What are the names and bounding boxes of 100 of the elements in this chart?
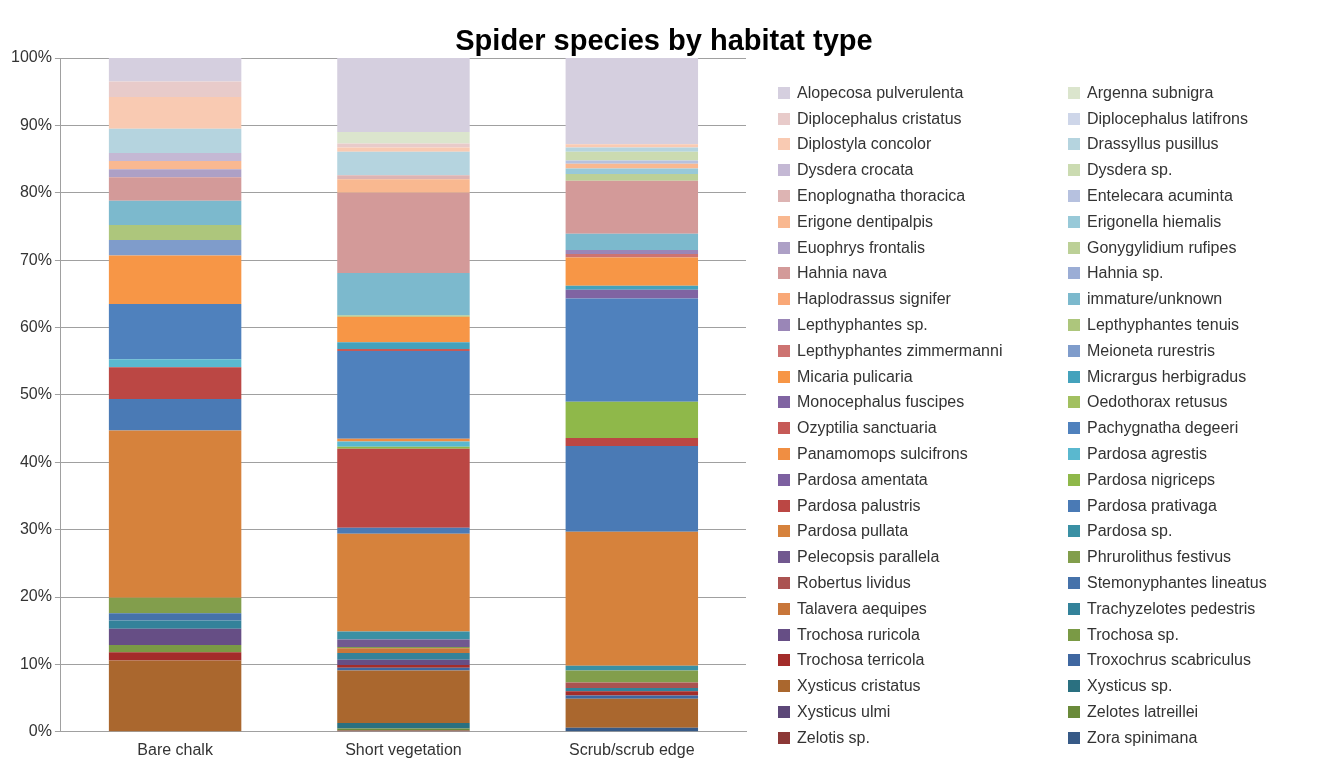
- legend-label: Lepthyphantes tenuis: [1087, 316, 1240, 335]
- bar: [337, 652, 470, 660]
- legend-label: Talavera aequipes: [797, 599, 927, 618]
- bar: [565, 168, 699, 174]
- bar: [565, 163, 699, 169]
- bar: [108, 153, 242, 162]
- bar: [337, 175, 470, 180]
- legend-label: Euophrys frontalis: [797, 238, 926, 257]
- bar: [108, 225, 242, 240]
- bar: [337, 132, 470, 144]
- legend-label: Pelecopsis parallela: [797, 548, 940, 567]
- legend-label: Stemonyphantes lineatus: [1087, 574, 1267, 593]
- bar: [337, 527, 470, 534]
- bar: [108, 398, 242, 431]
- bar: [565, 250, 699, 255]
- bar: [337, 441, 470, 447]
- legend-label: Pardosa palustris: [797, 496, 921, 515]
- legend-label: Pardosa agrestis: [1087, 445, 1208, 464]
- bar: [565, 285, 699, 290]
- bar: [337, 342, 470, 350]
- legend-label: Diplocephalus cristatus: [797, 109, 962, 128]
- y-tick-label: 30%: [19, 520, 52, 538]
- legend-label: Alopecosa pulverulenta: [797, 83, 964, 102]
- y-tick-label: 70%: [19, 250, 52, 268]
- bar: [108, 652, 242, 661]
- bar: [108, 660, 242, 732]
- x-tick-label: Bare chalk: [137, 740, 214, 758]
- bar: [337, 448, 470, 528]
- bar: [337, 639, 470, 647]
- bar: [108, 255, 242, 304]
- bar: [565, 446, 699, 532]
- bar: [337, 670, 470, 724]
- bar: [565, 438, 699, 447]
- legend-label: Hahnia nava: [797, 264, 887, 283]
- bar: [337, 349, 470, 352]
- bar: [565, 691, 699, 696]
- legend-label: Pardosa amentata: [797, 470, 928, 489]
- bar: [108, 613, 242, 621]
- legend-label: Troxochrus scabriculus: [1087, 651, 1251, 670]
- y-tick-label: 80%: [19, 183, 52, 201]
- bar: [337, 316, 470, 343]
- bar: [337, 58, 470, 133]
- bar: [565, 289, 699, 299]
- bar: [108, 597, 242, 614]
- legend-label: Robertus lividus: [797, 574, 911, 593]
- bar: [565, 58, 699, 145]
- y-tick-label: 90%: [19, 115, 52, 133]
- bar: [565, 147, 699, 152]
- legend-label: Xysticus sp.: [1087, 677, 1173, 696]
- bar: [565, 670, 699, 683]
- bar: [108, 430, 242, 598]
- legend-label: immature/unknown: [1087, 290, 1223, 309]
- legend-label: Xysticus ulmi: [797, 703, 891, 722]
- legend-label: Haplodrassus signifer: [797, 290, 951, 309]
- y-tick-label: 10%: [19, 654, 52, 672]
- legend-label: Drassyllus pusillus: [1087, 135, 1219, 154]
- legend-label: Pardosa prativaga: [1087, 496, 1217, 515]
- legend-label: Xysticus cristatus: [797, 677, 921, 696]
- bar: [565, 682, 699, 688]
- bar: [337, 151, 470, 176]
- bar: [108, 367, 242, 399]
- y-tick-label: 40%: [19, 452, 52, 470]
- bar: [337, 351, 470, 439]
- legend-label: Trochosa sp.: [1087, 625, 1179, 644]
- bar: [108, 359, 242, 368]
- legend-label: Entelecara acuminta: [1087, 187, 1233, 206]
- bar: [337, 147, 470, 152]
- legend-label: Zelotis sp.: [797, 728, 870, 747]
- y-tick-label: 100%: [11, 48, 52, 66]
- bar: [108, 239, 242, 256]
- legend-label: Dysdera crocata: [797, 161, 914, 180]
- bar: [565, 698, 699, 728]
- legend-label: Panamomops sulcifrons: [797, 445, 968, 464]
- x-tick-label: Short vegetation: [345, 740, 462, 758]
- legend-label: Trachyzelotes pedestris: [1087, 599, 1256, 618]
- bar: [337, 143, 470, 148]
- bar: [337, 723, 470, 729]
- bar: [108, 81, 242, 98]
- bar: [337, 272, 470, 316]
- bar: [108, 97, 242, 129]
- legend-label: Pardosa sp.: [1087, 522, 1173, 541]
- legend-label: Hahnia sp.: [1087, 264, 1164, 283]
- bar: [108, 628, 242, 645]
- bar: [337, 533, 470, 632]
- bar: [337, 179, 470, 193]
- bar: [565, 401, 699, 439]
- y-tick-label: 20%: [19, 587, 52, 605]
- bar: [565, 173, 699, 181]
- bar: [337, 446, 470, 449]
- bar: [108, 620, 242, 629]
- bar: [108, 169, 242, 178]
- bar: [108, 161, 242, 170]
- bar: [108, 177, 242, 201]
- bar: [565, 151, 699, 161]
- legend-label: Gonygylidium rufipes: [1087, 238, 1237, 257]
- bar: [565, 144, 699, 148]
- legend-label: Trochosa terricola: [797, 651, 925, 670]
- chart-title: Spider species by habitat type: [455, 24, 873, 56]
- x-tick-label: Scrub/scrub edge: [569, 740, 695, 758]
- bar: [337, 192, 470, 273]
